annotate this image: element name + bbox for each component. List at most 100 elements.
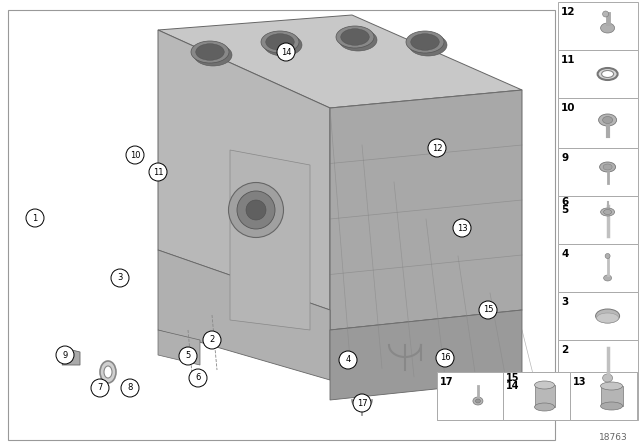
Ellipse shape bbox=[104, 366, 112, 378]
Circle shape bbox=[121, 379, 139, 397]
Polygon shape bbox=[158, 330, 200, 365]
Ellipse shape bbox=[596, 313, 619, 323]
Ellipse shape bbox=[600, 382, 623, 390]
Ellipse shape bbox=[336, 26, 374, 48]
Ellipse shape bbox=[600, 402, 623, 410]
Polygon shape bbox=[158, 30, 330, 310]
Ellipse shape bbox=[339, 29, 377, 51]
Ellipse shape bbox=[228, 182, 284, 237]
Text: 10: 10 bbox=[561, 103, 575, 113]
Bar bbox=[558, 98, 638, 148]
Ellipse shape bbox=[604, 210, 612, 215]
Text: 15: 15 bbox=[483, 306, 493, 314]
Text: 12: 12 bbox=[561, 7, 575, 17]
Ellipse shape bbox=[473, 397, 483, 405]
Polygon shape bbox=[330, 90, 522, 330]
Circle shape bbox=[339, 351, 357, 369]
Text: 4: 4 bbox=[346, 356, 351, 365]
Ellipse shape bbox=[603, 116, 612, 124]
Circle shape bbox=[179, 347, 197, 365]
Bar bbox=[570, 372, 637, 420]
Ellipse shape bbox=[603, 11, 609, 17]
Bar bbox=[437, 372, 503, 420]
Text: 12: 12 bbox=[432, 143, 442, 152]
Ellipse shape bbox=[246, 200, 266, 220]
Text: 2: 2 bbox=[209, 336, 214, 345]
Text: 15: 15 bbox=[506, 373, 520, 383]
Bar bbox=[534, 385, 554, 407]
Text: 9: 9 bbox=[62, 350, 68, 359]
Text: 3: 3 bbox=[117, 273, 123, 283]
Bar bbox=[558, 2, 638, 50]
Bar bbox=[558, 196, 638, 244]
Circle shape bbox=[353, 394, 371, 412]
Text: 9: 9 bbox=[561, 153, 568, 163]
Bar bbox=[558, 244, 638, 292]
Text: 16: 16 bbox=[440, 353, 451, 362]
Text: 8: 8 bbox=[127, 383, 132, 392]
Bar bbox=[503, 372, 570, 420]
Polygon shape bbox=[330, 310, 522, 400]
Ellipse shape bbox=[605, 254, 610, 258]
Text: 13: 13 bbox=[457, 224, 467, 233]
Ellipse shape bbox=[261, 31, 299, 53]
Ellipse shape bbox=[266, 34, 294, 50]
Text: 5: 5 bbox=[186, 352, 191, 361]
Ellipse shape bbox=[600, 208, 614, 216]
Ellipse shape bbox=[600, 162, 616, 172]
Text: 2: 2 bbox=[561, 345, 568, 355]
Text: 6: 6 bbox=[195, 374, 201, 383]
Circle shape bbox=[479, 301, 497, 319]
Circle shape bbox=[126, 146, 144, 164]
Text: 17: 17 bbox=[440, 377, 454, 387]
Circle shape bbox=[111, 269, 129, 287]
Circle shape bbox=[149, 163, 167, 181]
Circle shape bbox=[453, 219, 471, 237]
Ellipse shape bbox=[602, 70, 614, 78]
Ellipse shape bbox=[406, 31, 444, 53]
Text: 6: 6 bbox=[561, 197, 568, 207]
Ellipse shape bbox=[598, 114, 616, 126]
Bar bbox=[600, 386, 623, 406]
Text: 7: 7 bbox=[97, 383, 102, 392]
Ellipse shape bbox=[409, 34, 447, 56]
Circle shape bbox=[56, 346, 74, 364]
Ellipse shape bbox=[100, 361, 116, 383]
Circle shape bbox=[428, 139, 446, 157]
Circle shape bbox=[26, 209, 44, 227]
Text: 18763: 18763 bbox=[599, 433, 628, 442]
Ellipse shape bbox=[237, 191, 275, 229]
Text: 3: 3 bbox=[561, 297, 568, 307]
Ellipse shape bbox=[476, 399, 481, 403]
Polygon shape bbox=[62, 350, 80, 365]
Bar bbox=[8, 10, 555, 440]
Ellipse shape bbox=[596, 309, 620, 323]
Polygon shape bbox=[230, 150, 310, 330]
Ellipse shape bbox=[340, 29, 369, 45]
Text: 13: 13 bbox=[573, 377, 586, 387]
Bar bbox=[558, 292, 638, 340]
Text: 11: 11 bbox=[561, 55, 575, 65]
Text: 10: 10 bbox=[130, 151, 140, 159]
Ellipse shape bbox=[194, 44, 232, 66]
Circle shape bbox=[203, 331, 221, 349]
Text: 11: 11 bbox=[153, 168, 163, 177]
Bar bbox=[437, 372, 638, 420]
Circle shape bbox=[189, 369, 207, 387]
Polygon shape bbox=[158, 15, 522, 108]
Bar bbox=[558, 148, 638, 196]
Bar bbox=[558, 340, 638, 388]
Circle shape bbox=[436, 349, 454, 367]
Circle shape bbox=[91, 379, 109, 397]
Ellipse shape bbox=[600, 23, 614, 33]
Polygon shape bbox=[158, 250, 330, 380]
Ellipse shape bbox=[604, 275, 612, 281]
Text: 4: 4 bbox=[561, 249, 568, 259]
Ellipse shape bbox=[534, 381, 554, 389]
Ellipse shape bbox=[534, 403, 554, 411]
Ellipse shape bbox=[411, 34, 439, 50]
Ellipse shape bbox=[598, 68, 618, 80]
Circle shape bbox=[277, 43, 295, 61]
Ellipse shape bbox=[196, 44, 224, 60]
Ellipse shape bbox=[264, 34, 302, 56]
